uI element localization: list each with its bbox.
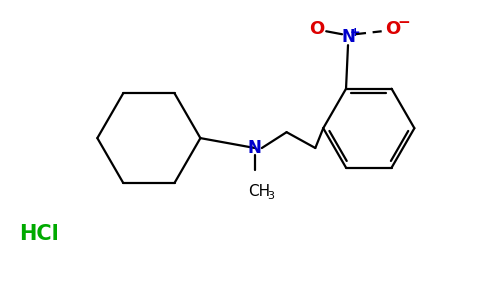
Text: CH: CH	[248, 184, 270, 199]
Text: O: O	[385, 20, 400, 38]
Text: N: N	[248, 139, 262, 157]
Text: N: N	[341, 28, 355, 46]
Text: O: O	[309, 20, 324, 38]
Text: 3: 3	[267, 190, 274, 201]
Text: −: −	[397, 15, 410, 30]
Text: HCl: HCl	[19, 224, 59, 244]
Text: +: +	[349, 26, 360, 39]
